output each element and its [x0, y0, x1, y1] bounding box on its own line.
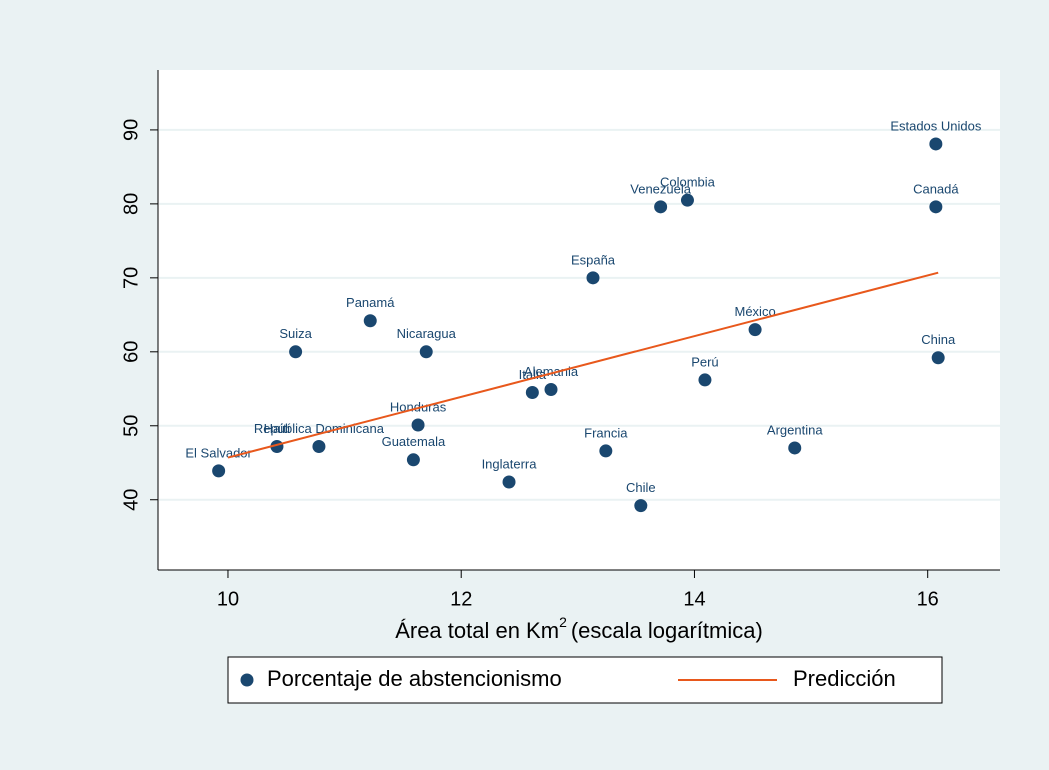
- point: [312, 439, 326, 453]
- point: [788, 441, 802, 455]
- point-label: México: [735, 304, 776, 319]
- point-label: Estados Unidos: [890, 118, 982, 133]
- point-label: Nicaragua: [397, 326, 457, 341]
- point: [599, 444, 613, 458]
- point-label: Venezuela: [630, 181, 691, 196]
- point-label: Argentina: [767, 422, 823, 437]
- x-tick-label: 12: [450, 588, 472, 610]
- point-label: Alemania: [524, 364, 579, 379]
- y-tick-label: 80: [120, 193, 142, 215]
- point: [363, 314, 377, 328]
- y-tick-label: 50: [120, 415, 142, 437]
- y-tick-label: 90: [120, 119, 142, 141]
- x-axis-title: Área total en Km2 (escala logarítmica): [395, 614, 763, 643]
- point: [654, 200, 668, 214]
- point: [411, 418, 425, 432]
- y-tick-label: 60: [120, 341, 142, 363]
- point: [634, 499, 648, 513]
- point: [502, 475, 516, 489]
- point-label: Haití: [264, 421, 291, 436]
- point: [406, 453, 420, 467]
- point-label: Francia: [584, 425, 628, 440]
- point: [525, 385, 539, 399]
- legend-label: Predicción: [793, 666, 896, 691]
- point-label: España: [571, 252, 616, 267]
- point-label: Inglaterra: [482, 456, 538, 471]
- point-label: Panamá: [346, 295, 395, 310]
- point: [544, 383, 558, 397]
- point: [931, 351, 945, 365]
- y-tick-label: 70: [120, 267, 142, 289]
- fit-line: [227, 271, 939, 459]
- point-label: Chile: [626, 480, 656, 495]
- plot-area: [158, 70, 1000, 570]
- legend-marker: [240, 673, 254, 687]
- point: [419, 345, 433, 359]
- point: [698, 373, 712, 387]
- point: [586, 271, 600, 285]
- point: [748, 323, 762, 337]
- point-label: Colombia: [660, 175, 716, 190]
- point: [680, 193, 694, 207]
- point-label: Guatemala: [382, 434, 446, 449]
- point: [212, 464, 226, 478]
- x-axis-title-text: Área total en Km: [395, 618, 559, 643]
- legend: [227, 656, 943, 704]
- point-label: Perú: [691, 354, 718, 369]
- point: [929, 200, 943, 214]
- x-tick-label: 16: [917, 588, 939, 610]
- x-tick-label: 14: [683, 588, 705, 610]
- point-label: Italia: [519, 367, 547, 382]
- x-axis-title-rest: (escala logarítmica): [571, 618, 763, 643]
- point-label: Suiza: [279, 326, 312, 341]
- y-tick-label: 40: [120, 489, 142, 511]
- x-axis-title-sup: 2: [559, 614, 567, 630]
- x-tick-label: 10: [217, 588, 239, 610]
- point-label: Canadá: [913, 181, 959, 196]
- point-label: China: [921, 332, 956, 347]
- point: [289, 345, 303, 359]
- legend-label: Porcentaje de abstencionismo: [267, 666, 562, 691]
- point: [929, 137, 943, 151]
